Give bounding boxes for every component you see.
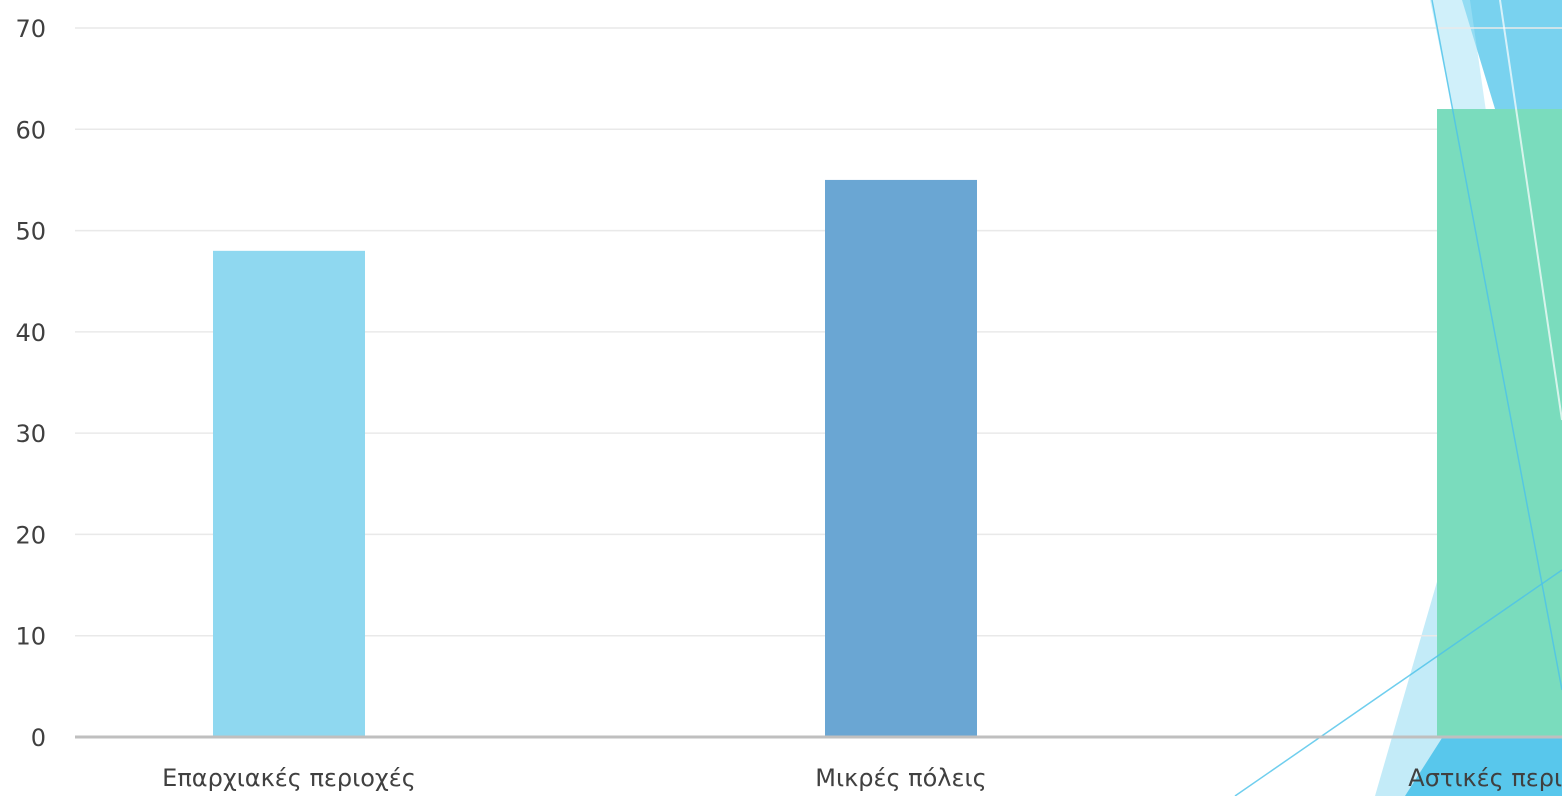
y-tick-label: 30 <box>15 420 46 448</box>
y-tick-labels: 0 10 20 30 40 50 60 70 <box>15 15 46 752</box>
decor-line <box>1431 0 1562 691</box>
y-tick-label: 0 <box>31 724 46 752</box>
x-category-label: Επαρχιακές περιοχές <box>162 764 416 792</box>
decor-line <box>1499 0 1562 421</box>
bar <box>1437 109 1562 738</box>
y-tick-label: 60 <box>15 116 46 144</box>
decorative-overlay <box>1234 0 1562 796</box>
x-category-labels: Επαρχιακές περιοχές Μικρές πόλεις Αστικές … <box>162 764 1562 792</box>
bar <box>825 179 977 737</box>
y-tick-label: 50 <box>15 218 46 246</box>
y-tick-label: 70 <box>15 15 46 43</box>
bar <box>213 250 365 738</box>
x-category-label: Αστικές περιοχές <box>1408 764 1562 792</box>
y-tick-label: 40 <box>15 319 46 347</box>
x-category-label: Μικρές πόλεις <box>815 764 986 792</box>
y-tick-label: 10 <box>15 623 46 651</box>
y-tick-label: 20 <box>15 521 46 549</box>
bars <box>213 109 1562 738</box>
decor-line <box>1234 569 1562 796</box>
